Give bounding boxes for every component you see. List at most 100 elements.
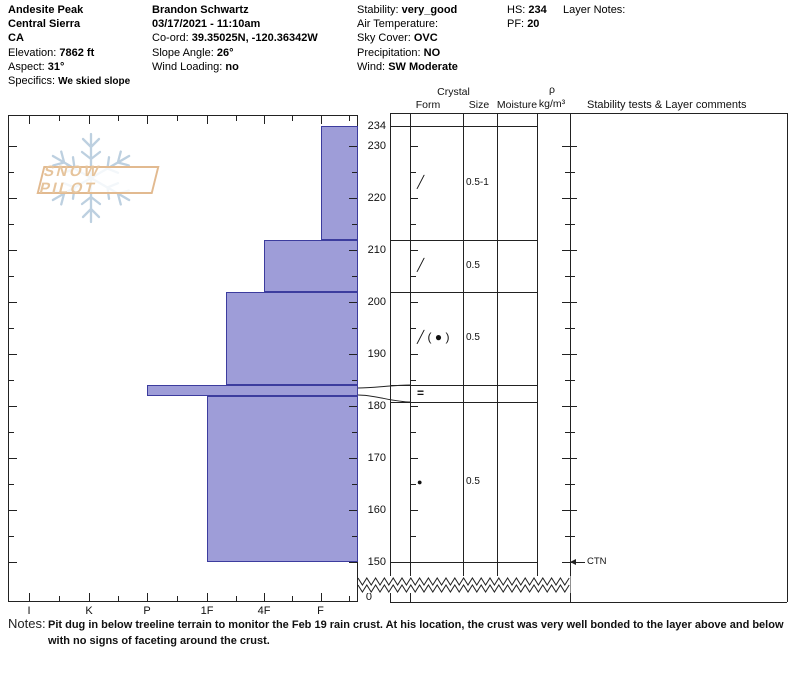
specifics-label: Specifics: xyxy=(8,75,56,88)
depth-tick xyxy=(411,562,419,563)
depth-tick xyxy=(562,354,570,356)
depth-zero-label: 0 xyxy=(365,591,372,603)
form-header: Form xyxy=(415,99,441,111)
grid-vline xyxy=(787,113,788,602)
notes-label: Notes: xyxy=(8,616,46,631)
depth-tick xyxy=(352,432,357,434)
sky-cover-label: Sky Cover: xyxy=(357,32,411,45)
depth-tick xyxy=(571,224,575,226)
ctn-arrow-line xyxy=(572,562,585,563)
grain-size-value: 0.5 xyxy=(466,476,480,487)
hardness-tick-label: I xyxy=(27,605,31,617)
layer-row-line xyxy=(390,562,537,563)
depth-tick xyxy=(349,458,357,460)
depth-tick xyxy=(411,354,419,356)
aspect-value: 31° xyxy=(47,60,65,73)
depth-tick-label: 234 xyxy=(367,119,386,132)
hardness-tick xyxy=(29,593,30,601)
depth-tick xyxy=(349,406,357,408)
air-temp-label: Air Temperature: xyxy=(357,18,439,31)
hs-label: HS: xyxy=(507,4,526,16)
hardness-tick xyxy=(147,593,148,601)
layer-notes-label: Layer Notes: xyxy=(563,4,626,16)
precip-label: Precipitation: xyxy=(357,46,421,59)
grid-vline xyxy=(537,113,538,578)
depth-tick xyxy=(565,328,570,330)
hardness-tick-label: 4F xyxy=(257,605,271,617)
depth-tick xyxy=(411,406,419,408)
pit-datetime: 03/17/2021 - 11:10am xyxy=(152,18,261,31)
depth-tick xyxy=(571,354,577,356)
crystal-form-symbol: ╱ xyxy=(417,174,425,189)
coord-label: Co-ord: xyxy=(152,32,189,45)
site-state: CA xyxy=(8,32,24,45)
snow-layer-bar xyxy=(226,291,358,386)
depth-tick xyxy=(9,354,17,356)
hardness-tick xyxy=(147,116,148,124)
depth-tick xyxy=(9,432,14,434)
grain-size-value: 0.5 xyxy=(466,259,480,271)
depth-tick xyxy=(562,198,570,200)
depth-tick xyxy=(9,510,17,512)
hardness-tick xyxy=(320,116,322,124)
depth-tick xyxy=(349,354,357,356)
hardness-tick xyxy=(207,593,208,601)
depth-tick xyxy=(562,458,570,460)
grid-top-line xyxy=(390,113,787,114)
depth-tick xyxy=(571,328,575,330)
thin-layer-funnel xyxy=(358,384,412,403)
hardness-tick-label: P xyxy=(143,605,151,617)
depth-tick xyxy=(9,406,17,408)
conditions-info: Stability: very_good Air Temperature: Sk… xyxy=(357,3,458,74)
depth-tick xyxy=(562,250,570,252)
hardness-tick xyxy=(118,116,119,121)
hardness-tick xyxy=(59,116,60,121)
wind-value: SW Moderate xyxy=(388,60,458,73)
layer-row-line xyxy=(390,239,537,241)
depth-tick xyxy=(9,562,17,563)
hardness-tick xyxy=(264,116,265,124)
grid-bottom-line xyxy=(390,602,787,603)
layer-row-line xyxy=(390,291,537,293)
depth-tick xyxy=(349,562,357,563)
depth-tick xyxy=(565,172,570,174)
layer-row-line xyxy=(390,125,537,127)
depth-tick xyxy=(9,458,17,460)
layer-row-line xyxy=(390,402,537,403)
stability-value: very_good xyxy=(401,4,458,16)
hardness-tick xyxy=(29,116,30,124)
hardness-tick xyxy=(235,116,237,121)
hardness-tick xyxy=(89,593,90,601)
stability-label: Stability: xyxy=(357,4,399,16)
depth-tick xyxy=(571,276,575,278)
ctn-arrowhead-icon xyxy=(570,559,576,565)
hardness-tick xyxy=(292,596,293,601)
depth-tick xyxy=(571,198,577,200)
wind-label: Wind: xyxy=(357,60,386,73)
depth-tick xyxy=(9,484,14,486)
coord-value: 39.35025N, -120.36342W xyxy=(191,32,318,45)
hardness-tick xyxy=(118,596,119,601)
hardness-tick xyxy=(264,593,265,601)
depth-tick xyxy=(411,146,419,148)
hardness-tick-label: F xyxy=(317,605,324,617)
depth-tick xyxy=(562,406,570,408)
depth-tick xyxy=(9,172,14,174)
depth-tick xyxy=(9,328,14,330)
grid-vline xyxy=(463,113,464,578)
depth-tick xyxy=(352,328,357,330)
depth-tick-label: 160 xyxy=(367,504,386,517)
depth-tick xyxy=(349,198,357,200)
grain-size-value: 0.5 xyxy=(466,332,480,344)
depth-tick xyxy=(9,146,17,148)
depth-tick xyxy=(571,172,575,174)
depth-tick xyxy=(571,536,575,538)
size-header: Size xyxy=(468,99,490,111)
depth-tick xyxy=(411,458,419,460)
depth-tick xyxy=(349,510,357,512)
hs-value: 234 xyxy=(528,4,547,16)
layer-notes: Layer Notes: xyxy=(563,3,625,17)
depth-tick xyxy=(562,510,570,512)
depth-tick xyxy=(349,250,357,252)
depth-tick xyxy=(352,224,357,226)
